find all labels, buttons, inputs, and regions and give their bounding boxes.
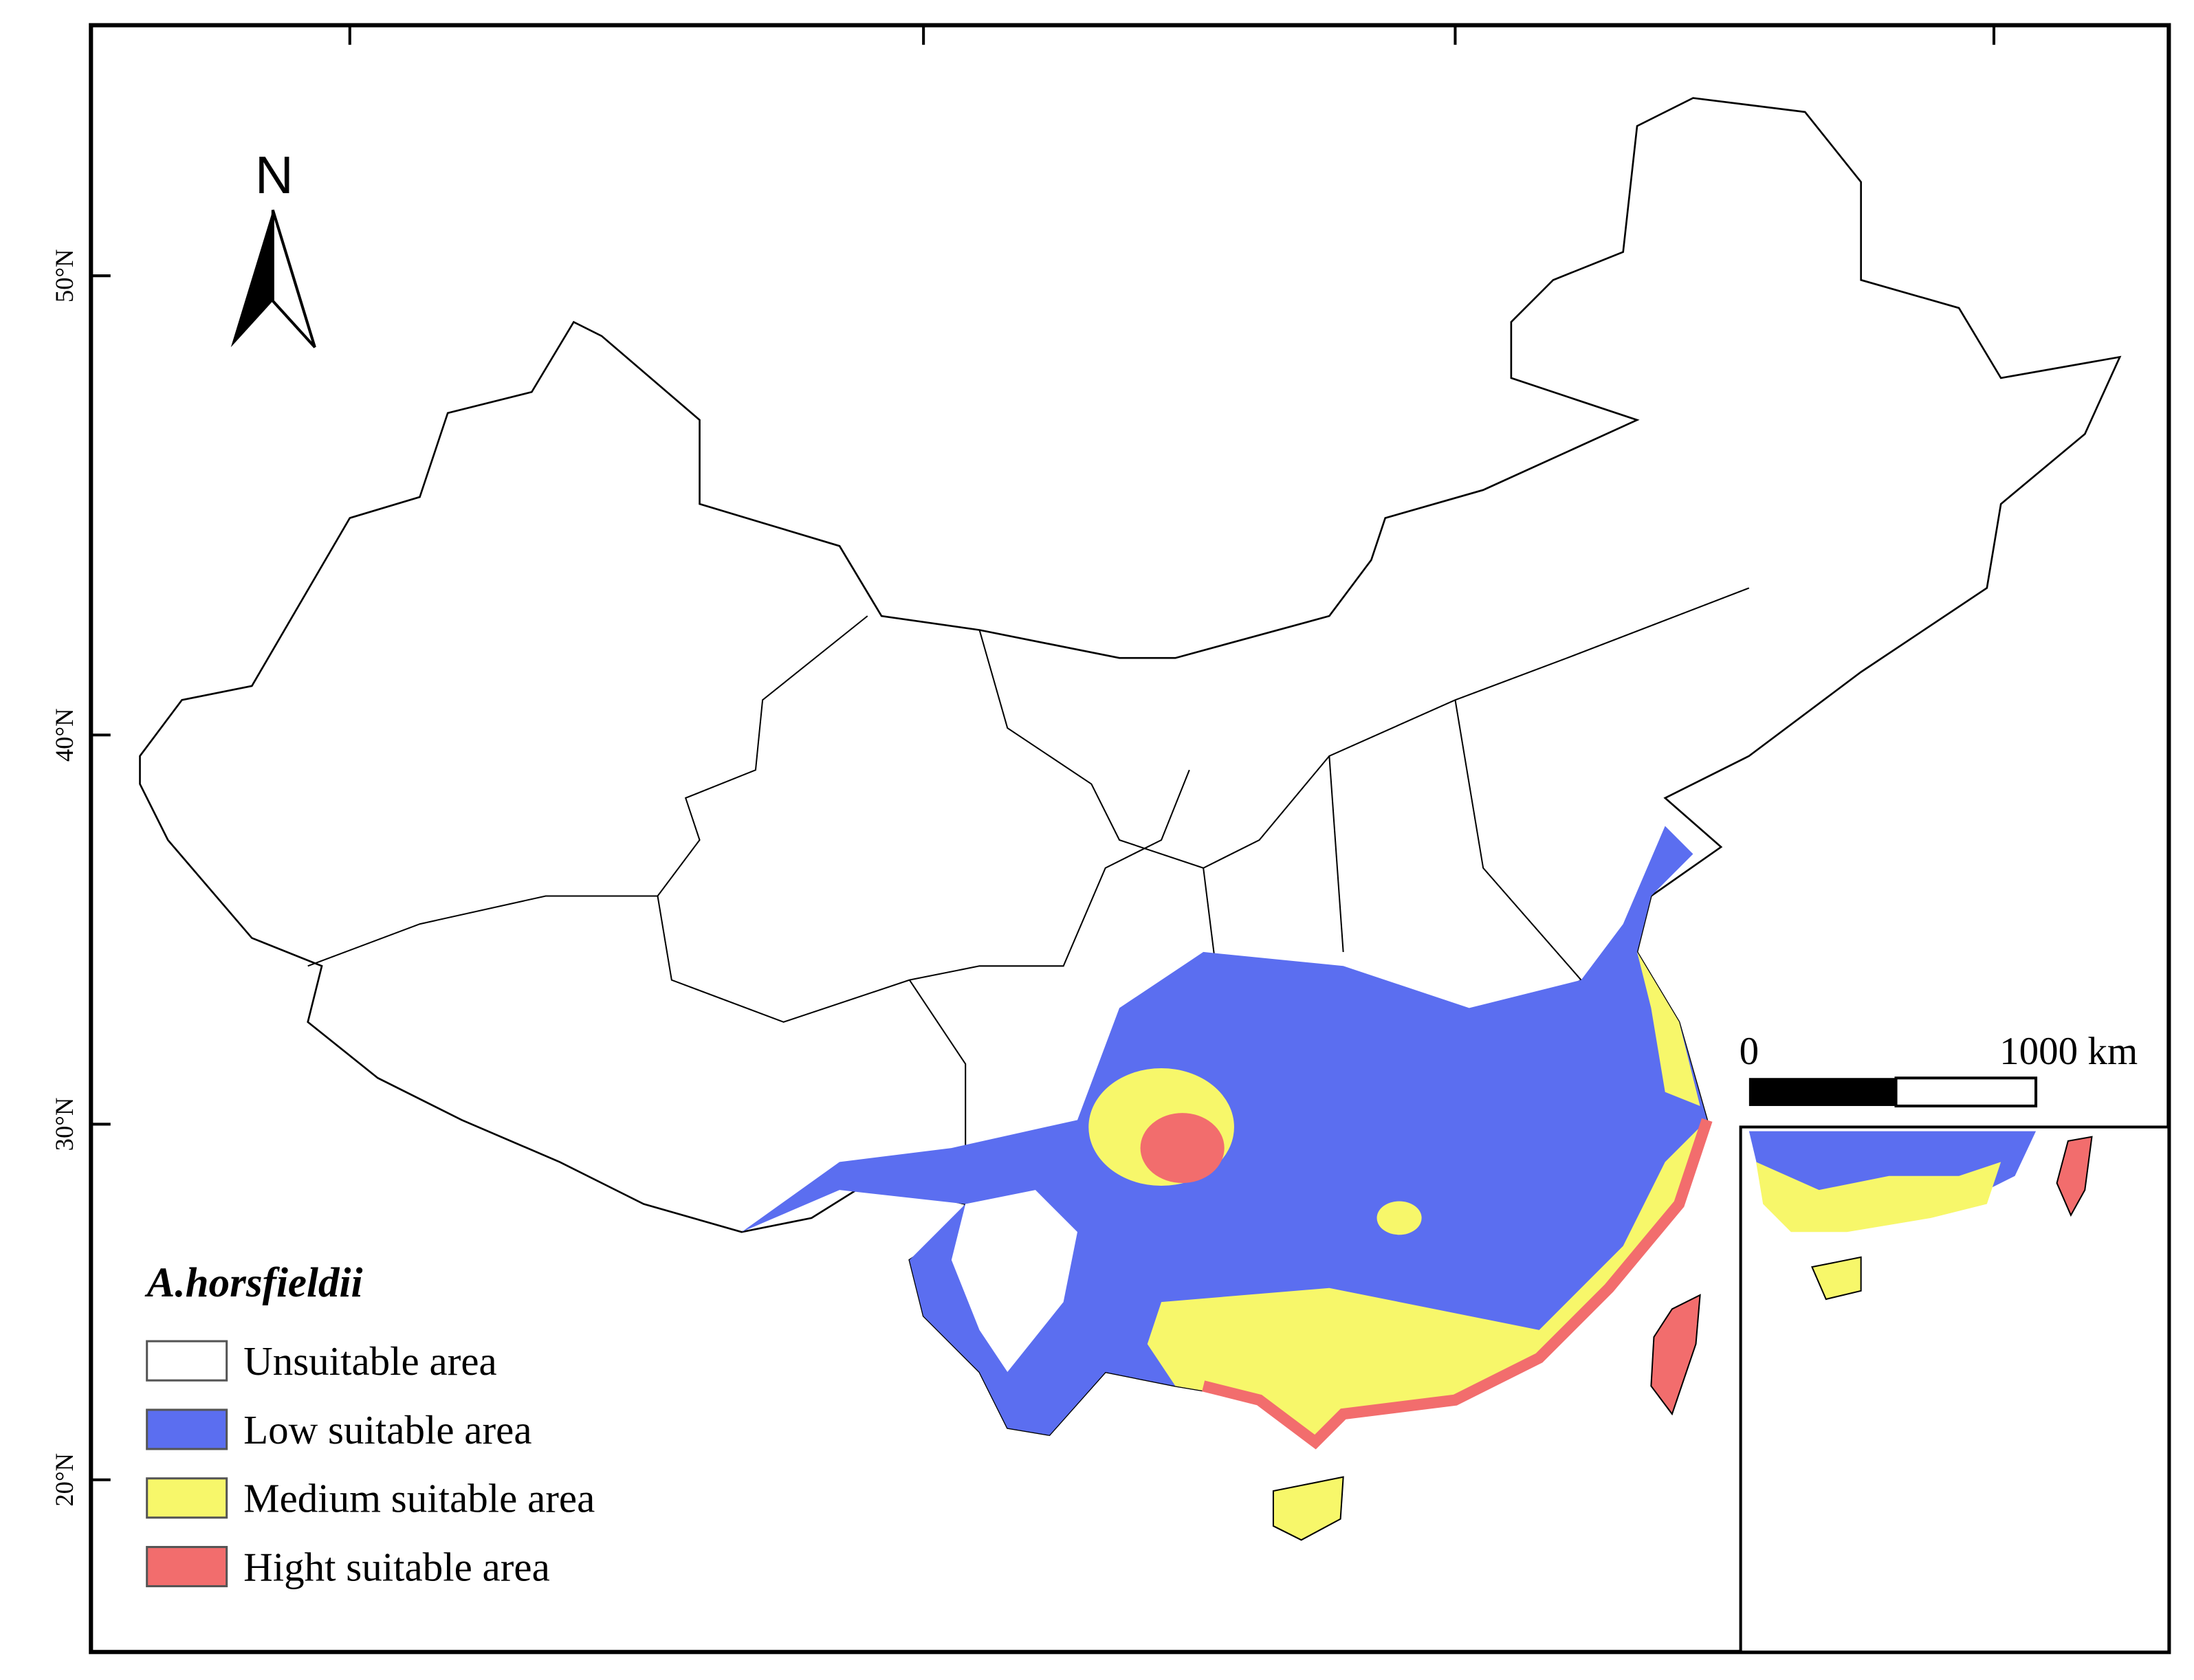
legend-label: Hight suitable area (243, 1544, 550, 1589)
legend-label: Low suitable area (243, 1407, 531, 1452)
legend-swatch (146, 1408, 228, 1450)
hainan (1272, 1476, 1344, 1541)
inset-region (1756, 1162, 2001, 1233)
unsuitable-gap (951, 1190, 1078, 1372)
medium-suitable-region (1147, 1120, 1707, 1442)
high-suitable-region (1140, 1113, 1225, 1183)
legend-swatch (146, 1340, 228, 1382)
frame-ticks (91, 25, 1996, 1481)
lat-label: 30°N (50, 1098, 78, 1151)
lat-label: 40°N (50, 708, 78, 762)
inset-taiwan (2056, 1136, 2093, 1217)
north-arrow (271, 209, 316, 349)
lat-label: 50°N (50, 249, 78, 302)
legend-label: Unsuitable area (243, 1338, 497, 1384)
high-suitable-region (1202, 1118, 1713, 1450)
legend-title: A.horsfieldii (144, 1260, 363, 1306)
inset-hainan (1810, 1256, 1862, 1301)
north-label: N (255, 146, 294, 205)
scale-end: 1000 (1999, 1030, 2078, 1073)
north-arrow (230, 210, 273, 348)
taiwan (1650, 1294, 1701, 1416)
scale-start: 0 (1740, 1030, 1759, 1073)
scale-unit: km (2087, 1030, 2138, 1073)
legend-swatch (146, 1545, 228, 1588)
medium-suitable-region (1376, 1201, 1422, 1235)
scale-bar (1748, 1078, 1896, 1106)
legend-label: Medium suitable area (243, 1476, 595, 1521)
medium-suitable-region (1637, 951, 1700, 1106)
scale-bar (1894, 1076, 2038, 1108)
lat-label: 20°N (50, 1453, 78, 1507)
map-frame (89, 23, 2171, 1655)
legend-swatch (146, 1477, 228, 1519)
